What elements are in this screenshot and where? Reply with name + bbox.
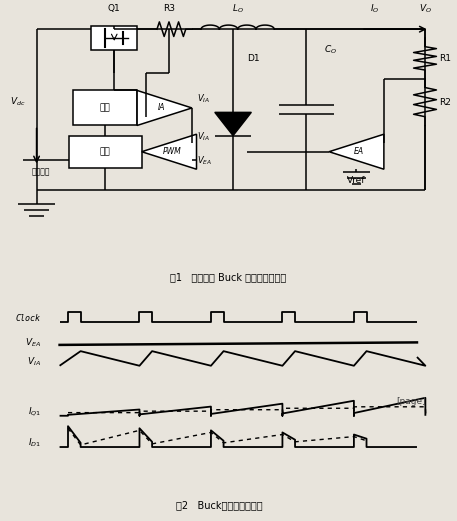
Text: 图2   Buck变换器的波形图: 图2 Buck变换器的波形图 [176,500,263,511]
Bar [69,135,142,168]
Text: 锁存: 锁存 [100,147,111,156]
Text: Clock: Clock [16,314,41,324]
Text: R2: R2 [439,97,451,107]
Text: 驱动: 驱动 [100,104,111,113]
Text: R3: R3 [163,4,175,13]
Text: $V_{IA}$: $V_{IA}$ [27,355,41,368]
Text: 图1   电流模式 Buck 开关电源原理图: 图1 电流模式 Buck 开关电源原理图 [170,272,287,282]
Text: $I_O$: $I_O$ [370,3,379,15]
Text: D1: D1 [247,54,260,63]
Text: $L_O$: $L_O$ [232,3,244,15]
Polygon shape [142,134,197,169]
Text: R1: R1 [439,54,451,63]
Text: Vref: Vref [347,177,366,185]
Text: $V_{IA}$: $V_{IA}$ [197,93,210,105]
Text: $V_{IA}$: $V_{IA}$ [197,131,210,143]
Text: $I_{D1}$: $I_{D1}$ [28,437,41,449]
Text: EA: EA [354,147,364,156]
Polygon shape [329,134,384,169]
Polygon shape [215,113,251,135]
Text: Q1: Q1 [108,4,121,13]
Bar [91,26,137,49]
Polygon shape [137,91,192,126]
Text: IA: IA [158,104,165,113]
Bar [73,91,137,126]
Text: $C_O$: $C_O$ [324,43,338,56]
Text: $V_O$: $V_O$ [419,3,431,15]
Text: PWM: PWM [162,147,181,156]
Text: $I_{Q1}$: $I_{Q1}$ [27,405,41,418]
Text: 时钟信号: 时钟信号 [32,168,50,177]
Text: $V_{EA}$: $V_{EA}$ [25,336,41,349]
Text: $V_{EA}$: $V_{EA}$ [197,154,212,167]
Text: $V_{dc}$: $V_{dc}$ [11,96,26,108]
Text: [page]: [page] [396,396,425,406]
